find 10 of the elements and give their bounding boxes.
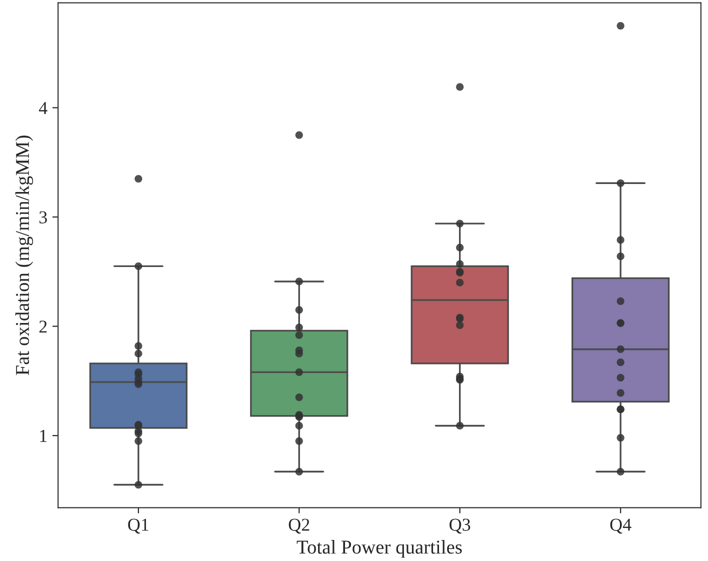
x-axis-title: Total Power quartiles [296, 540, 462, 558]
y-axis-title: Fat oxidation (mg/min/kgMM) [15, 136, 34, 376]
x-tick-label: Q4 [610, 518, 632, 534]
x-tick-label: Q3 [450, 518, 470, 534]
y-tick-label: 4 [38, 102, 48, 114]
y-tick-label: 2 [39, 320, 47, 333]
y-tick-label: 1 [40, 430, 47, 442]
x-tick-label: Q1 [128, 518, 148, 534]
y-tick-label: 3 [39, 211, 47, 224]
x-tick-label: Q2 [288, 518, 310, 534]
